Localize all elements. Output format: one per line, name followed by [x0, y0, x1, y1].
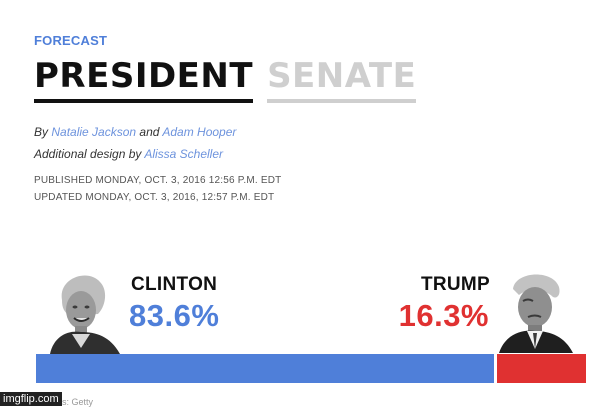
tab-senate[interactable]: SENATE: [267, 56, 417, 103]
site-watermark: imgflip.com: [0, 392, 62, 406]
section-label: FORECAST: [34, 33, 108, 48]
photo-credit: s: Getty: [62, 397, 94, 407]
tab-president[interactable]: PRESIDENT: [34, 56, 254, 103]
clinton-name: CLINTON: [131, 274, 218, 295]
bar-divider: [493, 354, 497, 383]
race-tabs: PRESIDENT SENATE: [34, 56, 417, 103]
design-byline: Additional design by Alissa Scheller: [34, 147, 223, 161]
trump-percent: 16.3%: [398, 298, 489, 333]
clinton-percent: 83.6%: [129, 298, 220, 333]
design-prefix: Additional design by: [34, 147, 142, 161]
trump-name: TRUMP: [420, 274, 490, 295]
byline-joiner: and: [139, 125, 160, 139]
author-link-2[interactable]: Adam Hooper: [162, 125, 237, 139]
probability-bar: [36, 354, 586, 383]
author-byline: By Natalie Jackson and Adam Hooper: [34, 125, 236, 139]
clinton-bar-segment: [36, 354, 494, 383]
published-date: PUBLISHED MONDAY, OCT. 3, 2016 12:56 P.M…: [34, 175, 282, 186]
byline-prefix: By: [34, 125, 49, 139]
trump-portrait: [495, 269, 575, 353]
updated-date: UPDATED MONDAY, OCT. 3, 2016, 12:57 P.M.…: [34, 192, 275, 203]
clinton-portrait: [48, 270, 128, 354]
designer-link[interactable]: Alissa Scheller: [144, 147, 224, 161]
trump-bar-segment: [496, 354, 586, 383]
author-link-1[interactable]: Natalie Jackson: [51, 125, 137, 139]
